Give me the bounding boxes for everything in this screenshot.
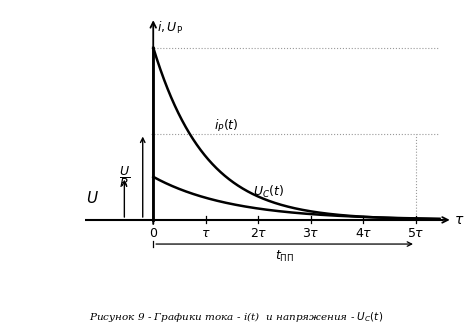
Text: $0$: $0$ <box>149 227 158 240</box>
Text: $i,U_{\rm P}$: $i,U_{\rm P}$ <box>157 20 183 36</box>
Text: $\dfrac{U}{R}$: $\dfrac{U}{R}$ <box>119 164 130 190</box>
Text: $5\tau$: $5\tau$ <box>407 227 425 240</box>
Text: Рисунок 9 - Графики тока - i(t)  и напряжения - $U_C(t)$: Рисунок 9 - Графики тока - i(t) и напряж… <box>89 310 383 324</box>
Text: $3\tau$: $3\tau$ <box>302 227 320 240</box>
Text: $t_{\rm \Pi\Pi}$: $t_{\rm \Pi\Pi}$ <box>275 249 294 264</box>
Text: $4\tau$: $4\tau$ <box>354 227 372 240</box>
Text: $\tau$: $\tau$ <box>454 213 464 227</box>
Text: $i_P(t)$: $i_P(t)$ <box>214 117 238 134</box>
Text: $U_C(t)$: $U_C(t)$ <box>253 184 284 200</box>
Text: $U$: $U$ <box>86 190 99 206</box>
Text: $2\tau$: $2\tau$ <box>250 227 267 240</box>
Text: $\tau$: $\tau$ <box>201 227 211 240</box>
